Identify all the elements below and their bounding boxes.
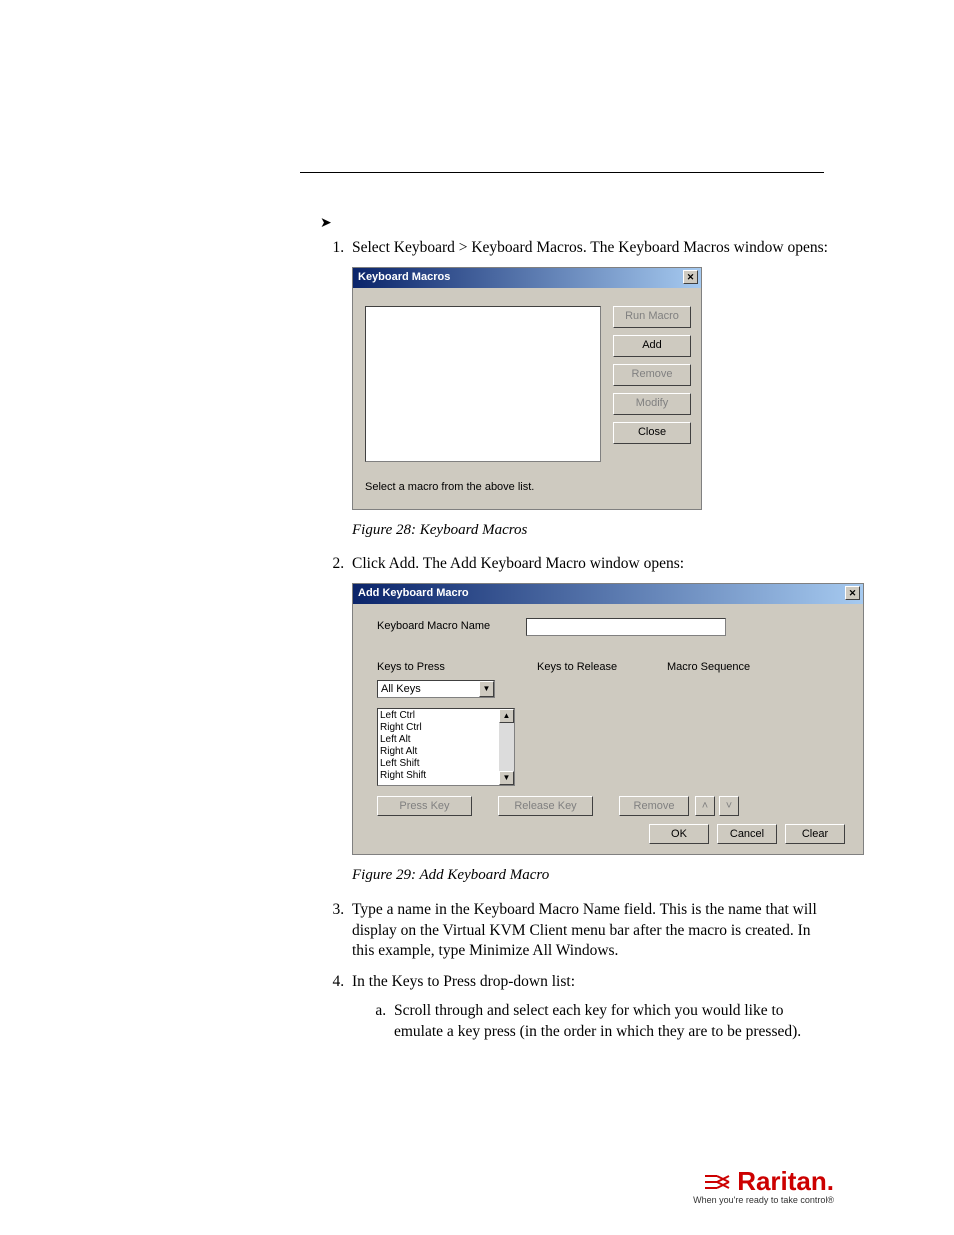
logo-text: Raritan. bbox=[737, 1166, 834, 1197]
cancel-button[interactable]: Cancel bbox=[717, 824, 777, 844]
close-icon[interactable]: ✕ bbox=[845, 586, 860, 600]
step-2-text: Click Add. The Add Keyboard Macro window… bbox=[352, 555, 684, 572]
key-item[interactable]: Right Ctrl bbox=[380, 722, 512, 734]
dialog2-titlebar: Add Keyboard Macro ✕ bbox=[353, 584, 863, 604]
step-3-text: Type a name in the Keyboard Macro Name f… bbox=[352, 901, 817, 960]
release-key-button[interactable]: Release Key bbox=[498, 796, 593, 816]
dialog1-title: Keyboard Macros bbox=[358, 270, 450, 285]
key-item[interactable]: Right Alt bbox=[380, 746, 512, 758]
add-keyboard-macro-dialog: Add Keyboard Macro ✕ Keyboard Macro Name… bbox=[352, 583, 864, 856]
chevron-down-icon[interactable]: ▼ bbox=[479, 681, 494, 697]
step-4a-text: Scroll through and select each key for w… bbox=[394, 1002, 801, 1040]
step-2: Click Add. The Add Keyboard Macro window… bbox=[348, 554, 834, 886]
remove-button[interactable]: Remove bbox=[613, 364, 691, 386]
scroll-up-icon[interactable]: ▲ bbox=[499, 709, 514, 723]
keys-listbox[interactable]: Left Ctrl Right Ctrl Left Alt Right Alt … bbox=[377, 708, 515, 786]
key-item[interactable]: Left Ctrl bbox=[380, 710, 512, 722]
dialog2-title: Add Keyboard Macro bbox=[358, 586, 469, 601]
step-4: In the Keys to Press drop-down list: Scr… bbox=[348, 972, 834, 1043]
figure-28-caption: Figure 28: Keyboard Macros bbox=[352, 520, 834, 540]
footer-logo: Raritan. When you're ready to take contr… bbox=[693, 1166, 834, 1205]
macro-sequence-label: Macro Sequence bbox=[667, 660, 797, 675]
keyboard-macros-dialog: Keyboard Macros ✕ Run Macro Add Remove M… bbox=[352, 267, 702, 510]
move-down-button[interactable]: ˅ bbox=[719, 796, 739, 816]
macro-name-label: Keyboard Macro Name bbox=[377, 619, 490, 634]
key-item[interactable]: Left Alt bbox=[380, 734, 512, 746]
raritan-logo-icon bbox=[703, 1170, 733, 1194]
macro-name-input[interactable] bbox=[526, 618, 726, 636]
press-key-button[interactable]: Press Key bbox=[377, 796, 472, 816]
step-4-text: In the Keys to Press drop-down list: bbox=[352, 973, 575, 990]
modify-button[interactable]: Modify bbox=[613, 393, 691, 415]
macro-listbox[interactable] bbox=[365, 306, 601, 462]
key-item[interactable]: Left Shift bbox=[380, 758, 512, 770]
dropdown-value: All Keys bbox=[381, 682, 421, 697]
dialog1-titlebar: Keyboard Macros ✕ bbox=[353, 268, 701, 288]
figure-29-caption: Figure 29: Add Keyboard Macro bbox=[352, 865, 834, 885]
keys-to-press-label: Keys to Press bbox=[377, 660, 537, 675]
keys-to-release-label: Keys to Release bbox=[537, 660, 667, 675]
scrollbar[interactable]: ▲ ▼ bbox=[499, 709, 514, 785]
scroll-down-icon[interactable]: ▼ bbox=[499, 771, 514, 785]
add-button[interactable]: Add bbox=[613, 335, 691, 357]
key-item[interactable]: Right Shift bbox=[380, 770, 512, 782]
step-3: Type a name in the Keyboard Macro Name f… bbox=[348, 900, 834, 963]
close-icon[interactable]: ✕ bbox=[683, 270, 698, 284]
clear-button[interactable]: Clear bbox=[785, 824, 845, 844]
move-up-button[interactable]: ˄ bbox=[695, 796, 715, 816]
keys-filter-dropdown[interactable]: All Keys ▼ bbox=[377, 680, 495, 698]
step-1-text: Select Keyboard > Keyboard Macros. The K… bbox=[352, 239, 828, 256]
step-4a: Scroll through and select each key for w… bbox=[390, 1001, 834, 1043]
step-4-sublist: Scroll through and select each key for w… bbox=[352, 1001, 834, 1043]
seq-remove-button[interactable]: Remove bbox=[619, 796, 689, 816]
instruction-list: Select Keyboard > Keyboard Macros. The K… bbox=[308, 238, 834, 1043]
logo-tagline: When you're ready to take control® bbox=[693, 1195, 834, 1205]
run-macro-button[interactable]: Run Macro bbox=[613, 306, 691, 328]
ok-button[interactable]: OK bbox=[649, 824, 709, 844]
dialog1-status: Select a macro from the above list. bbox=[353, 474, 701, 509]
close-button[interactable]: Close bbox=[613, 422, 691, 444]
step-1: Select Keyboard > Keyboard Macros. The K… bbox=[348, 238, 834, 540]
arrow-bullet: ➤ bbox=[320, 215, 834, 234]
